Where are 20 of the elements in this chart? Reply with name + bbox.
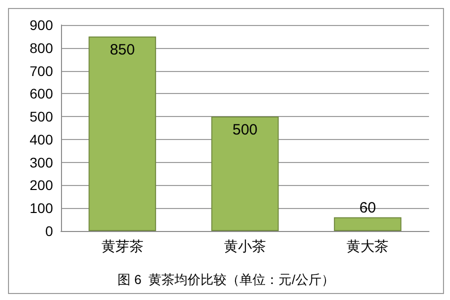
- y-tick-label: 0: [45, 223, 54, 239]
- x-tick-label: 黄芽茶: [101, 238, 144, 254]
- bar: [88, 36, 156, 231]
- x-tick-label: 黄大茶: [346, 238, 389, 254]
- bar: [211, 116, 279, 231]
- y-tick-label: 100: [30, 200, 54, 216]
- y-tick-label: 900: [30, 17, 54, 33]
- y-tick-label: 300: [30, 154, 54, 170]
- y-tick-label: 800: [30, 40, 54, 56]
- text: 图 6 黄茶均价比较（单位：元/公斤）: [118, 272, 334, 287]
- data-label: 500: [232, 122, 258, 139]
- y-tick-label: 400: [30, 131, 54, 148]
- y-tick-label: 600: [30, 86, 54, 102]
- data-label: 60: [359, 199, 376, 216]
- y-tick-label: 200: [30, 177, 54, 194]
- y-tick-label: 500: [30, 108, 54, 125]
- data-label: 850: [110, 41, 135, 58]
- y-tick-label: 700: [30, 62, 54, 79]
- bar: [334, 217, 402, 231]
- x-tick-label: 黄小茶: [224, 238, 266, 254]
